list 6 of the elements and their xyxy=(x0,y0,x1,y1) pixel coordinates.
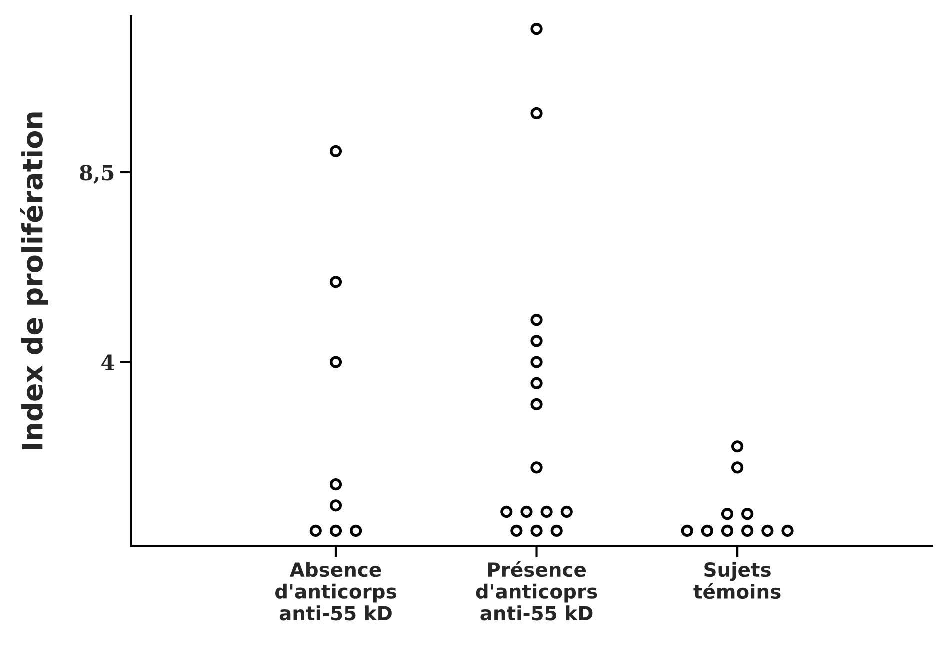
x-tick-label: Présence d'anticoprs anti-55 kD xyxy=(476,561,598,621)
y-axis-title: Index de prolifération xyxy=(20,112,48,450)
x-tick-label: Absence d'anticorps anti-55 kD xyxy=(275,562,396,621)
x-tick-label: Sujets témoins xyxy=(694,562,781,600)
y-tick-label: 4 xyxy=(102,354,114,370)
y-tick-label: 8,5 xyxy=(80,164,114,184)
